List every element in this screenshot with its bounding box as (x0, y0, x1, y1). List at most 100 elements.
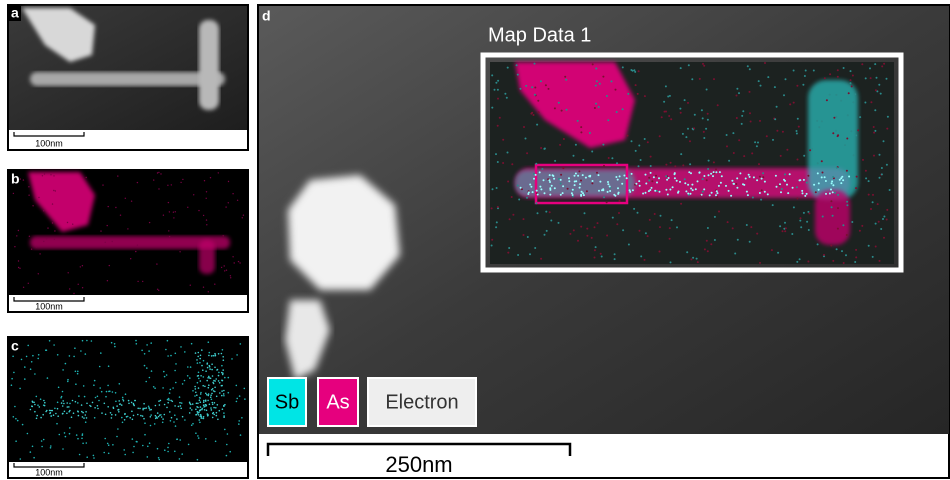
nanorod (199, 20, 219, 110)
speckle (645, 232, 647, 234)
speckle (37, 358, 39, 360)
speckle (50, 415, 52, 417)
speckle (46, 238, 47, 239)
panel-a: a 100nm (8, 5, 248, 150)
speckle (170, 420, 172, 422)
speckle (122, 397, 124, 399)
speckle (837, 207, 839, 209)
speckle (156, 263, 157, 264)
speckle (586, 228, 588, 230)
speckle (523, 126, 525, 128)
speckle (97, 396, 99, 398)
speckle (216, 412, 218, 414)
speckle (886, 78, 888, 80)
speckle (789, 103, 791, 105)
speckle (539, 171, 541, 173)
speckle (840, 182, 842, 184)
speckle (55, 190, 56, 191)
speckle (598, 174, 600, 176)
speckle (669, 95, 671, 97)
speckle (167, 451, 169, 453)
speckle (495, 153, 497, 155)
speckle (821, 120, 823, 122)
speckle (630, 69, 632, 71)
speckle (208, 355, 210, 357)
speckle (595, 68, 597, 70)
speckle (150, 416, 152, 418)
speckle (670, 118, 672, 120)
speckle (136, 441, 138, 443)
speckle (32, 406, 34, 408)
speckle (644, 138, 646, 140)
speckle (29, 236, 30, 237)
speckle (200, 401, 202, 403)
speckle (736, 88, 738, 90)
speckle (213, 390, 215, 392)
speckle (197, 403, 199, 405)
speckle (586, 235, 588, 237)
speckle (203, 400, 205, 402)
speckle (544, 192, 546, 194)
speckle (841, 176, 843, 178)
speckle (602, 144, 604, 146)
speckle (78, 284, 79, 285)
speckle (228, 392, 230, 394)
speckle (52, 203, 53, 204)
speckle (210, 396, 212, 398)
speckle (825, 193, 827, 195)
speckle (43, 439, 45, 441)
speckle (163, 371, 165, 373)
speckle (836, 248, 838, 250)
speckle (756, 145, 758, 147)
speckle (39, 253, 40, 254)
speckle (121, 417, 123, 419)
speckle (632, 189, 634, 191)
speckle (232, 193, 233, 194)
speckle (184, 351, 186, 353)
speckle (648, 180, 650, 182)
speckle (644, 95, 646, 97)
speckle (589, 132, 591, 134)
speckle (124, 454, 126, 456)
speckle (47, 227, 48, 228)
speckle (198, 419, 200, 421)
speckle (144, 353, 146, 355)
speckle (13, 372, 15, 374)
map-title: Map Data 1 (488, 24, 591, 46)
speckle (584, 212, 586, 214)
speckle (804, 75, 806, 77)
speckle (79, 454, 81, 456)
speckle (726, 134, 728, 136)
speckle (749, 68, 751, 70)
speckle (537, 212, 539, 214)
speckle (835, 116, 837, 118)
speckle (802, 192, 804, 194)
speckle (491, 239, 493, 241)
speckle (208, 376, 210, 378)
speckle (817, 172, 819, 174)
speckle (559, 144, 561, 146)
speckle (733, 183, 735, 185)
speckle (588, 175, 590, 177)
speckle (626, 177, 628, 179)
speckle (714, 216, 716, 218)
speckle (638, 180, 640, 182)
speckle (709, 194, 711, 196)
speckle (162, 422, 164, 424)
speckle (796, 133, 798, 135)
speckle (238, 423, 240, 425)
speckle (617, 193, 619, 195)
speckle (199, 358, 201, 360)
legend-label: As (326, 391, 349, 413)
speckle (829, 193, 831, 195)
speckle (89, 405, 91, 407)
speckle (123, 400, 125, 402)
speckle (694, 114, 696, 116)
speckle (71, 416, 73, 418)
speckle (137, 414, 139, 416)
speckle (131, 402, 133, 404)
speckle (534, 94, 536, 96)
speckle (206, 410, 208, 412)
speckle (749, 91, 751, 93)
speckle (159, 414, 161, 416)
